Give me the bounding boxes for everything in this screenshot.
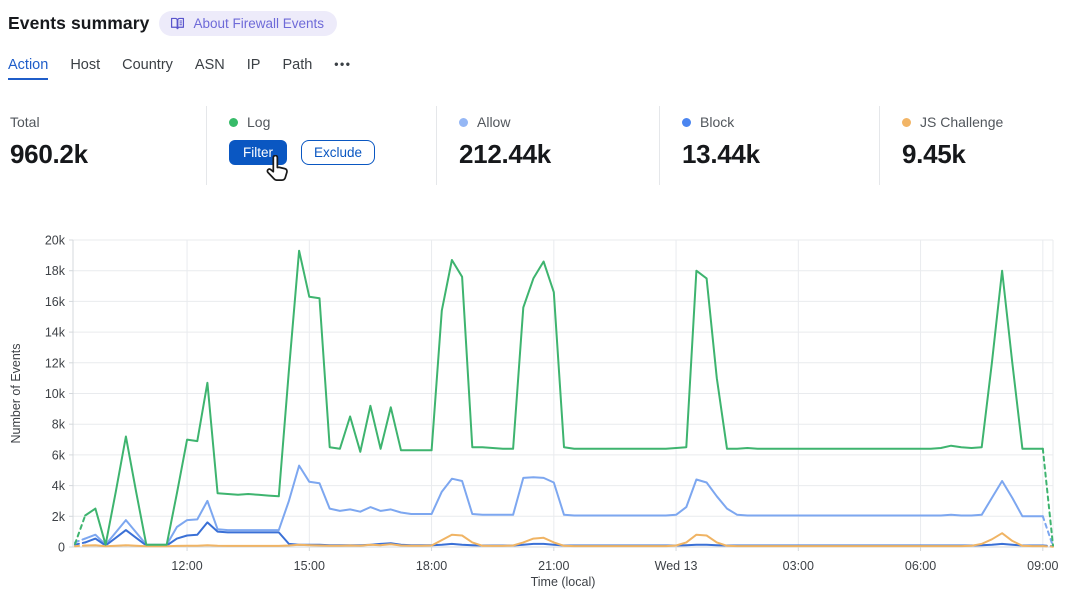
tabs-more-button[interactable]: ••• — [334, 57, 352, 71]
allow-series-dot — [459, 117, 468, 127]
total-value: 960.2k — [10, 139, 88, 169]
stat-card-js-challenge: JS Challenge 9.45k — [880, 106, 1068, 185]
series-dashed-edge-js-challenge — [74, 544, 87, 548]
y-tick-label: 20k — [45, 234, 66, 248]
series-line-js-challenge — [84, 532, 1044, 548]
tab-asn[interactable]: ASN — [194, 57, 225, 73]
tab-host[interactable]: Host — [70, 57, 101, 73]
x-tick-label: 09:00 — [1027, 559, 1058, 573]
y-tick-label: 12k — [45, 356, 66, 370]
stat-card-total: Total 960.2k — [0, 106, 207, 185]
page-title: Events summary — [8, 13, 150, 33]
x-tick-label: Wed 13 — [655, 559, 698, 573]
allow-value: 212.44k — [459, 139, 551, 169]
series-dashed-edge-block — [74, 541, 87, 546]
series-line-log — [84, 249, 1044, 546]
series-dashed-edge-js-challenge — [1041, 545, 1054, 548]
y-tick-label: 8k — [52, 418, 66, 432]
about-firewall-events-badge[interactable]: About Firewall Events — [159, 11, 338, 36]
js-challenge-label: JS Challenge — [920, 114, 1004, 130]
y-tick-label: 6k — [52, 448, 66, 462]
x-tick-label: 18:00 — [416, 559, 447, 573]
x-tick-label: 03:00 — [783, 559, 814, 573]
stat-card-block: Block 13.44k — [660, 106, 880, 185]
total-label: Total — [10, 114, 40, 130]
js-challenge-value: 9.45k — [902, 139, 966, 169]
tab-ip[interactable]: IP — [246, 57, 261, 73]
y-tick-label: 4k — [52, 479, 66, 493]
x-axis-title: Time (local) — [531, 575, 596, 589]
x-tick-label: 21:00 — [538, 559, 569, 573]
log-series-dot — [229, 117, 238, 127]
y-axis-title: Number of Events — [9, 343, 23, 443]
tab-action[interactable]: Action — [8, 57, 49, 80]
y-tick-label: 18k — [45, 264, 66, 278]
tab-country[interactable]: Country — [122, 57, 173, 73]
y-tick-label: 2k — [52, 510, 66, 524]
filter-button[interactable]: Filter — [229, 140, 287, 165]
stats-row: Total 960.2k Log Filter Exclude Allow 21… — [0, 106, 1068, 185]
y-tick-label: 10k — [45, 387, 66, 401]
book-icon — [171, 17, 185, 30]
y-tick-label: 0 — [58, 541, 65, 555]
series-line-block — [84, 521, 1044, 547]
header: Events summary About Firewall Events — [8, 11, 338, 36]
series-dashed-edge-log — [1041, 447, 1054, 547]
x-tick-label: 06:00 — [905, 559, 936, 573]
tab-path[interactable]: Path — [282, 57, 313, 73]
series-line-allow — [84, 464, 1044, 546]
stat-card-allow: Allow 212.44k — [437, 106, 660, 185]
block-label: Block — [700, 114, 735, 130]
summary-tabs: Action Host Country ASN IP Path ••• — [8, 57, 351, 80]
log-label: Log — [247, 114, 271, 130]
x-tick-label: 15:00 — [294, 559, 325, 573]
y-tick-label: 16k — [45, 295, 66, 309]
block-series-dot — [682, 117, 691, 127]
allow-label: Allow — [477, 114, 511, 130]
stat-card-log: Log Filter Exclude — [207, 106, 437, 185]
block-value: 13.44k — [682, 139, 760, 169]
x-tick-label: 12:00 — [171, 559, 202, 573]
events-chart[interactable]: 0 2k 4k 6k 8k 10k 12k 14k 16k 18k 20k 12:00 15:00 18:… — [0, 228, 1068, 598]
exclude-button[interactable]: Exclude — [301, 140, 376, 165]
js-challenge-series-dot — [902, 117, 911, 127]
series-dashed-edge-log — [74, 514, 87, 545]
y-tick-label: 14k — [45, 326, 66, 340]
series-dashed-edge-allow — [1041, 515, 1054, 548]
badge-label: About Firewall Events — [193, 16, 325, 31]
